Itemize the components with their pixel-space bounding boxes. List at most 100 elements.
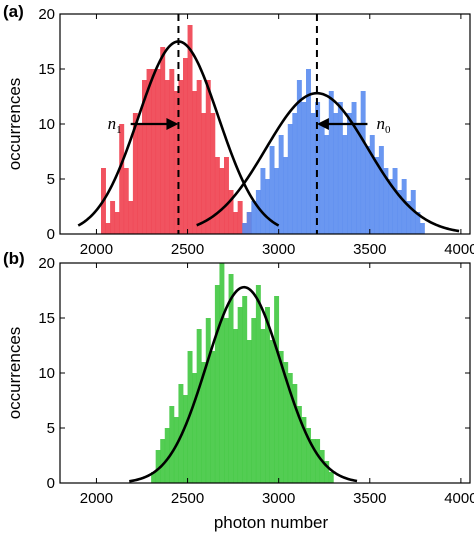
- histogram-bar: [164, 80, 170, 234]
- panel-b-ylabel: occurrences: [5, 327, 24, 420]
- histogram-bar: [255, 285, 261, 483]
- x-tick-label: 3000: [262, 490, 295, 507]
- histogram-bar: [324, 135, 330, 234]
- histogram-bar: [287, 373, 293, 483]
- histogram-bar: [196, 80, 202, 234]
- histogram-bar: [151, 472, 157, 483]
- histogram-bar: [137, 124, 143, 234]
- histogram-bar: [242, 223, 248, 234]
- histogram-bar: [228, 274, 234, 483]
- panel-b-ticks: 2000 2500 3000 3500 4000 0 5 10 15 20: [38, 255, 474, 507]
- annotation-label: n1: [108, 114, 122, 136]
- histogram-bar: [224, 157, 229, 234]
- histogram-bar: [296, 406, 302, 483]
- panel-a-bars: [101, 25, 425, 234]
- histogram-bar: [192, 91, 198, 234]
- panel-b: (b) occurrences 2000 2500 3000 3500 4000 0 5 10…: [3, 249, 474, 532]
- histogram-bar: [210, 351, 216, 483]
- y-tick-label: 10: [38, 365, 55, 382]
- x-tick-label: 3000: [262, 241, 295, 258]
- histogram-bar: [296, 80, 302, 234]
- histogram-bar: [333, 113, 339, 234]
- histogram-bar: [164, 428, 170, 483]
- histogram-bar: [306, 69, 311, 234]
- histogram-bar: [397, 190, 403, 234]
- histogram-bar: [142, 80, 147, 234]
- histogram-bar: [347, 113, 352, 234]
- histogram-bar: [283, 157, 289, 234]
- annotation-arrowhead: [316, 118, 329, 130]
- histogram-bar: [319, 124, 325, 234]
- panel-a: (a) occurrences n1 n0 2000 2500 3000 3500 400…: [3, 2, 474, 258]
- y-tick-label: 15: [38, 61, 55, 78]
- histogram-bar: [374, 157, 380, 234]
- x-tick-label: 2500: [171, 241, 204, 258]
- x-tick-label: 3500: [353, 241, 386, 258]
- annotation-label: n0: [376, 114, 391, 136]
- x-tick-label: 4000: [444, 241, 474, 258]
- panel-b-fits: [129, 285, 358, 483]
- histogram-bar: [378, 146, 384, 234]
- histogram-bar: [183, 58, 188, 234]
- histogram-bar: [201, 362, 207, 483]
- y-tick-label: 15: [38, 310, 55, 327]
- histogram-bar: [219, 168, 225, 234]
- histogram-bar: [146, 69, 152, 234]
- x-tick-label: 2000: [80, 241, 113, 258]
- histogram-bar: [151, 69, 157, 234]
- histogram-bar: [269, 340, 275, 483]
- histogram-bar: [173, 91, 179, 234]
- histogram-bar: [196, 329, 202, 483]
- histogram-bar: [237, 201, 243, 234]
- histogram-bar: [205, 318, 211, 483]
- histogram-bar: [237, 307, 243, 483]
- histogram-bar: [114, 212, 120, 234]
- histogram-bar: [155, 69, 161, 234]
- y-tick-label: 10: [38, 116, 55, 133]
- histogram-bar: [192, 373, 198, 483]
- y-tick-label: 0: [47, 226, 55, 243]
- y-tick-label: 20: [38, 255, 55, 272]
- histogram-bar: [246, 212, 252, 234]
- histogram-bar: [301, 102, 307, 234]
- histogram-bar: [292, 384, 298, 483]
- histogram-bar: [128, 201, 134, 234]
- histogram-bar: [105, 223, 111, 234]
- histogram-bar: [110, 201, 116, 234]
- histogram-bar: [383, 168, 389, 234]
- histogram-bar: [287, 124, 293, 234]
- panel-a-ticks: 2000 2500 3000 3500 4000 0 5 10 15 20: [38, 6, 474, 258]
- panel-a-frame: [59, 13, 471, 235]
- histogram-bar: [388, 179, 393, 234]
- histogram-bar: [187, 25, 193, 234]
- histogram-bar: [233, 212, 239, 234]
- x-tick-label: 2000: [80, 490, 113, 507]
- histogram-bar: [356, 124, 362, 234]
- histogram-bar: [160, 439, 166, 483]
- histogram-bar: [155, 450, 161, 483]
- histogram-bar: [242, 296, 248, 483]
- panel-b-frame: [59, 262, 471, 484]
- histogram-bar: [169, 406, 175, 483]
- histogram-bar: [265, 179, 270, 234]
- histogram-bar: [351, 102, 357, 234]
- histogram-bar: [214, 157, 220, 234]
- histogram-bar: [119, 124, 125, 234]
- histogram-bar: [219, 263, 225, 483]
- histogram-bar: [283, 362, 289, 483]
- histogram-bar: [265, 307, 270, 483]
- histogram-bar: [214, 285, 220, 483]
- panel-a-label: (a): [3, 2, 24, 21]
- y-tick-label: 0: [47, 475, 55, 492]
- histogram-bar: [160, 47, 166, 234]
- y-tick-label: 5: [47, 171, 55, 188]
- histogram-bar: [274, 168, 280, 234]
- histogram-bar: [210, 113, 216, 234]
- histogram-bar: [251, 201, 257, 234]
- histogram-bar: [255, 190, 261, 234]
- histogram-bar: [406, 201, 412, 234]
- panel-b-label: (b): [3, 249, 25, 268]
- panel-b-xlabel: photon number: [214, 513, 329, 532]
- y-tick-label: 5: [47, 420, 55, 437]
